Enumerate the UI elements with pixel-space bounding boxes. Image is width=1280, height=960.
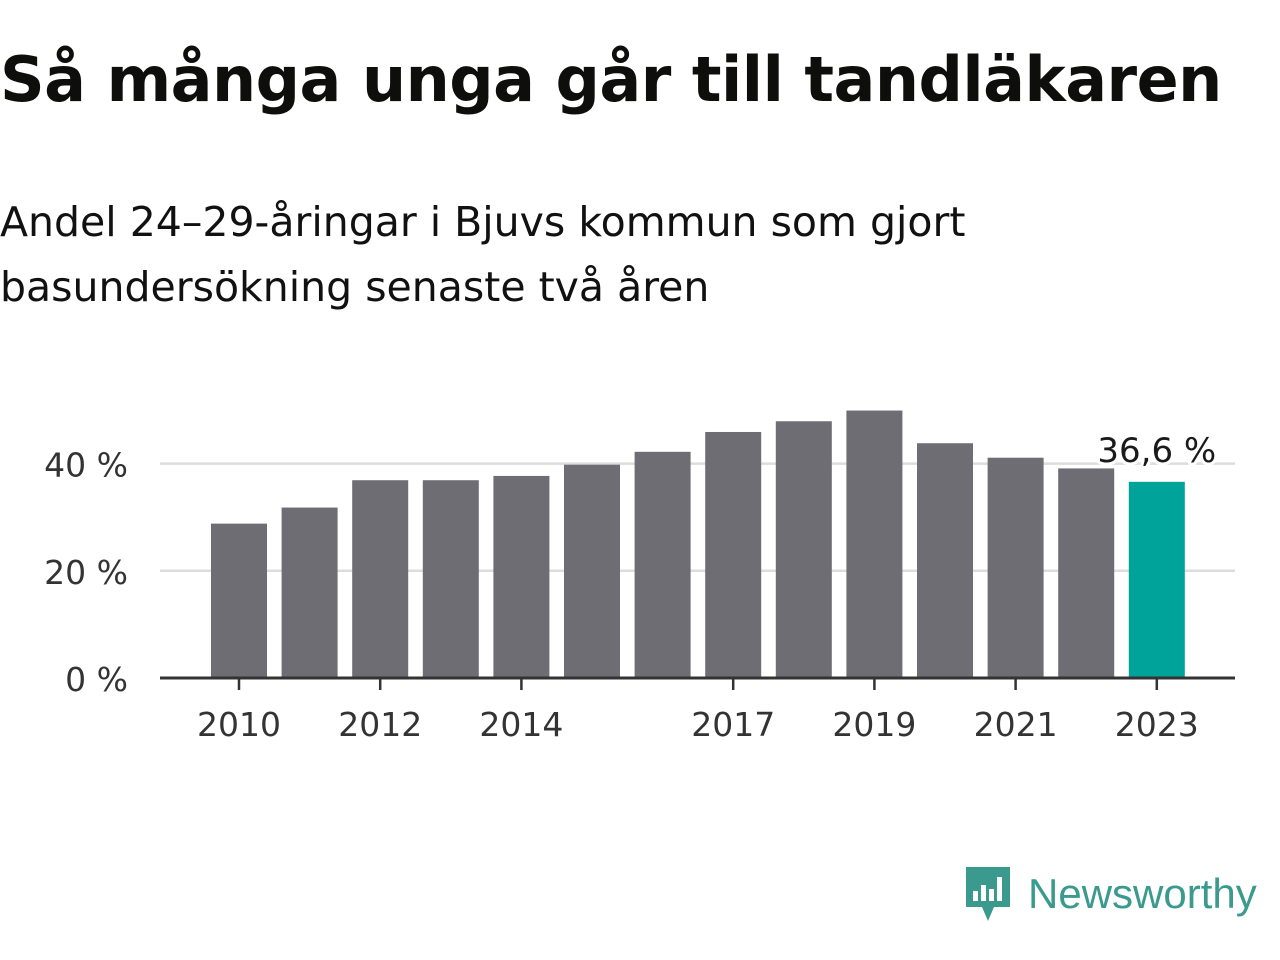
bar: [564, 464, 620, 678]
newsworthy-logo: Newsworthy: [962, 862, 1257, 926]
bar: [634, 451, 691, 678]
bar: [281, 507, 338, 678]
x-tick-label: 2012: [338, 705, 422, 744]
x-tick-label: 2019: [832, 705, 916, 744]
bar: [705, 431, 762, 678]
newsworthy-logo-icon: [966, 867, 1010, 921]
bar: [493, 475, 550, 678]
bar: [211, 523, 267, 678]
bar: [987, 457, 1044, 678]
data-label-highlight: 36,6 %: [1097, 431, 1216, 471]
bar-chart: 0 % 20 % 40 % 2010 2012 2014 2017 2019 2021 2023 3…: [44, 410, 1235, 744]
bar: [917, 443, 973, 678]
x-tick-label: 2021: [974, 705, 1058, 744]
bar: [422, 480, 479, 678]
y-tick-label: 40 %: [44, 446, 128, 485]
x-tick-label: 2014: [479, 705, 563, 744]
y-tick-label: 20 %: [44, 553, 128, 592]
y-tick-label: 0 %: [65, 660, 128, 699]
x-tick-label: 2023: [1115, 705, 1199, 744]
bar: [775, 421, 832, 678]
bar-highlight: [1128, 481, 1185, 678]
brand-name: Newsworthy: [1028, 870, 1257, 917]
chart-subtitle: Andel 24–29-åringar i Bjuvs kommun som g…: [0, 198, 966, 311]
chart-title: Så många unga går till tandläkaren: [0, 43, 1222, 116]
bar: [352, 480, 409, 678]
x-tick-label: 2017: [691, 705, 775, 744]
x-tick-label: 2010: [197, 705, 281, 744]
bar: [1058, 468, 1115, 678]
bar: [846, 410, 903, 678]
